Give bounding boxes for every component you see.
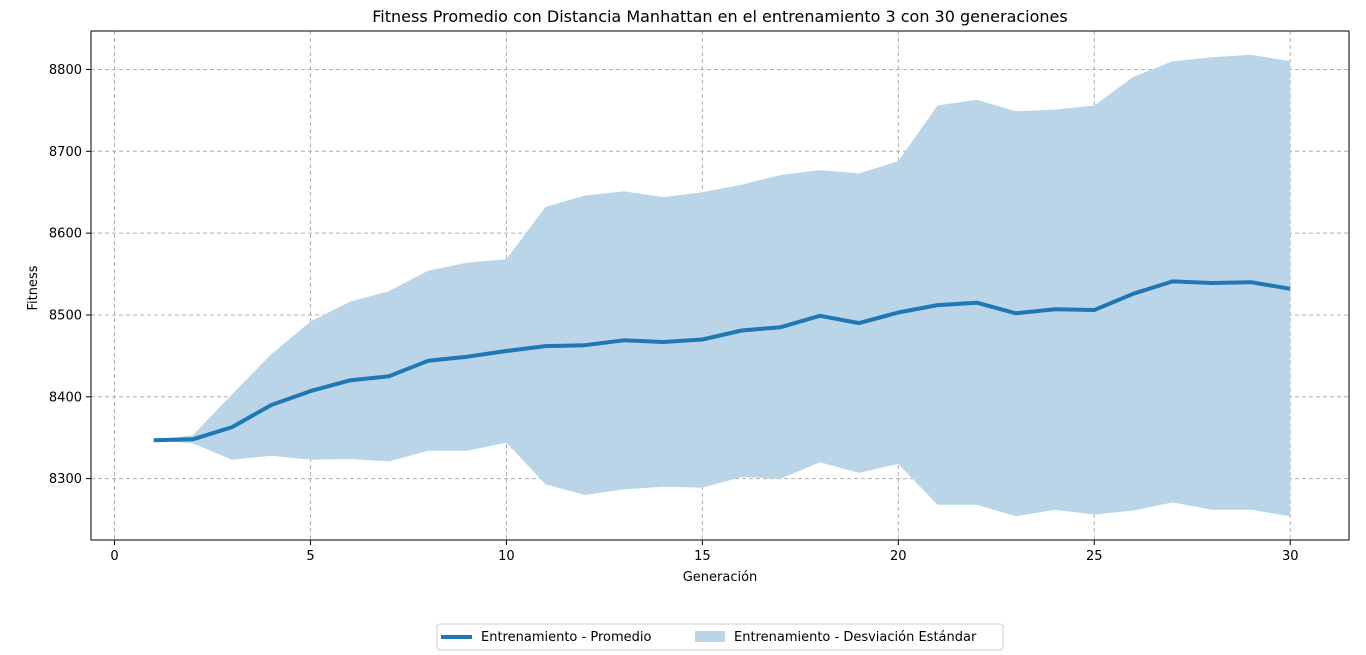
x-tick-label: 30: [1282, 549, 1299, 564]
x-tick-label: 20: [890, 549, 907, 564]
std-dev-band: [153, 54, 1291, 517]
y-tick-label: 8800: [49, 63, 82, 78]
y-axis-title: Fitness: [26, 265, 41, 310]
axis-ticks: 0 5 10 15 20 25 30 8300 8400 8500 8600 8700 8800: [49, 63, 1299, 564]
plot-frame: [90, 30, 1350, 541]
y-tick-label: 8700: [49, 145, 82, 160]
legend-band-swatch: [695, 631, 725, 642]
y-tick-label: 8600: [49, 227, 82, 242]
x-tick-label: 25: [1086, 549, 1103, 564]
legend-label-std: Entrenamiento - Desviación Estándar: [734, 630, 977, 645]
x-tick-label: 0: [110, 549, 118, 564]
legend-label-mean: Entrenamiento - Promedio: [481, 630, 651, 645]
x-axis-title: Generación: [683, 570, 758, 585]
legend: Entrenamiento - Promedio Entrenamiento -…: [436, 623, 1004, 651]
y-tick-label: 8500: [49, 308, 82, 323]
y-tick-label: 8300: [49, 472, 82, 487]
y-tick-label: 8400: [49, 390, 82, 405]
x-tick-label: 5: [306, 549, 314, 564]
chart-title: Fitness Promedio con Distancia Manhattan…: [372, 7, 1067, 26]
x-tick-label: 10: [498, 549, 515, 564]
mean-fitness-line: [153, 279, 1291, 443]
x-tick-label: 15: [694, 549, 711, 564]
